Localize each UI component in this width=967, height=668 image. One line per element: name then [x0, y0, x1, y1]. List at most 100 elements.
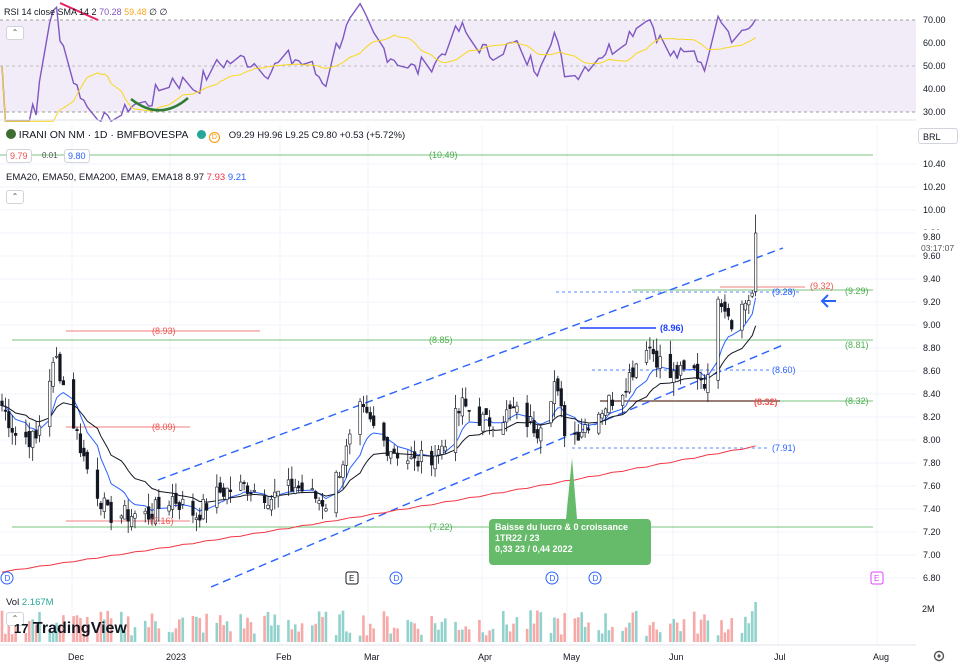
volume-bar — [324, 611, 328, 642]
collapse-volume-button[interactable]: ⌃ — [6, 612, 24, 626]
time-label-jul: Jul — [774, 652, 786, 662]
volume-bar — [133, 627, 137, 642]
dividend-marker-4: D — [588, 571, 602, 585]
volume-bar — [669, 623, 672, 642]
candle — [430, 445, 434, 476]
svg-text:E: E — [349, 574, 354, 583]
price-tick-6: 9.20 — [923, 297, 941, 307]
candle — [14, 426, 18, 446]
tradingview-logo[interactable]: 17 TradingView — [14, 620, 127, 638]
candle — [624, 378, 628, 398]
candle — [549, 401, 553, 428]
volume-bar — [529, 610, 532, 642]
volume-bar — [607, 630, 611, 642]
volume-bar — [72, 616, 75, 642]
volume-legend: Vol 2.167M — [6, 597, 54, 608]
volume-bar — [631, 612, 635, 642]
volume-bar — [96, 628, 99, 642]
volume-bar — [31, 619, 34, 642]
volume-axis-tick: 2M — [922, 604, 935, 614]
ema-legend: EMA20, EMA50, EMA200, EMA9, EMA18 8.97 7… — [6, 172, 246, 183]
collapse-rsi-button[interactable]: ⌃ — [6, 26, 24, 40]
candle — [368, 406, 372, 423]
tradingview-logo-text: TradingView — [32, 620, 127, 637]
candle — [286, 468, 291, 496]
candle — [389, 451, 393, 465]
volume-bar — [181, 617, 185, 642]
candle — [600, 409, 604, 425]
candle — [484, 408, 488, 415]
bid-price[interactable]: 9.79 — [6, 149, 32, 163]
candle — [467, 410, 471, 422]
volume-bar — [273, 614, 277, 642]
volume-bar — [556, 618, 560, 642]
volume-bar — [679, 631, 682, 642]
volume-bar — [652, 621, 655, 642]
price-axis[interactable]: 10.40 10.20 10.00 9.80 9.60 9.40 9.20 9.00 8.80 8… — [923, 159, 946, 583]
volume-bar — [600, 633, 604, 642]
volume-bar — [82, 633, 86, 642]
annotation-callout[interactable]: Baisse du lucro & 0 croissance 1TR22 / 2… — [489, 519, 651, 565]
gear-icon[interactable] — [933, 650, 945, 662]
annotation-line-2: 1TR22 / 23 — [495, 533, 540, 543]
candle — [488, 409, 492, 435]
collapse-ema-button[interactable]: ⌃ — [6, 190, 24, 204]
candle — [532, 411, 536, 437]
candle — [61, 376, 65, 386]
volume-bar — [576, 617, 580, 642]
ask-price[interactable]: 9.80 — [64, 149, 90, 163]
candle — [95, 457, 100, 507]
volume-bar — [563, 613, 566, 642]
candle — [78, 423, 83, 458]
volume-bar — [229, 631, 232, 642]
candle — [716, 296, 720, 389]
volume-bar — [478, 619, 481, 642]
volume-bar — [27, 620, 31, 642]
volume-bar — [624, 627, 628, 642]
currency-selector[interactable]: BRL — [918, 128, 958, 144]
volume-bar — [382, 611, 386, 642]
volume-bar — [365, 635, 369, 642]
rsi-sma-line — [1, 34, 756, 122]
volume-bar — [106, 610, 110, 642]
volume-bar — [362, 615, 365, 642]
volume-bar — [727, 629, 730, 642]
volume-bar — [126, 616, 130, 642]
candle — [535, 424, 539, 444]
svg-text:D: D — [394, 574, 400, 583]
candle — [621, 394, 625, 414]
volume-bar — [48, 631, 52, 642]
volume-bar — [508, 631, 512, 642]
volume-bar — [341, 610, 345, 642]
volume-bar — [461, 629, 464, 642]
label-8-60: (8.60) — [772, 365, 796, 375]
candle — [743, 300, 747, 323]
volume-bar — [103, 619, 106, 642]
candle — [491, 426, 495, 438]
price-tick-9: 8.60 — [923, 366, 941, 376]
level-labels: (10.49) (8.93) (8.85) (8.81) (8.09) (7.2… — [150, 150, 869, 532]
time-label-apr: Apr — [478, 652, 492, 662]
volume-bar — [4, 633, 7, 642]
candle — [215, 474, 219, 514]
label-9-29: (9.29) — [845, 286, 869, 296]
candle — [37, 415, 42, 443]
volume-bar — [491, 628, 495, 642]
svg-text:D: D — [5, 574, 11, 583]
symbol-title[interactable]: IRANI ON NM · 1D · BMFBOVESPA — [18, 129, 189, 141]
candle — [719, 299, 724, 313]
event-markers[interactable]: D E D D D E — [0, 571, 884, 585]
volume-bar — [79, 617, 82, 642]
price-tick-13: 7.80 — [923, 458, 941, 468]
volume-bar — [754, 602, 757, 642]
candle — [580, 418, 584, 439]
price-tick-15: 7.40 — [923, 504, 941, 514]
candle — [528, 404, 533, 425]
volume-bar — [621, 630, 624, 642]
candle — [723, 294, 727, 319]
candle — [453, 394, 458, 462]
candle — [222, 483, 226, 500]
volume-bar — [293, 624, 297, 642]
rsi-axis: 70.00 60.00 50.00 40.00 30.00 — [923, 15, 946, 117]
